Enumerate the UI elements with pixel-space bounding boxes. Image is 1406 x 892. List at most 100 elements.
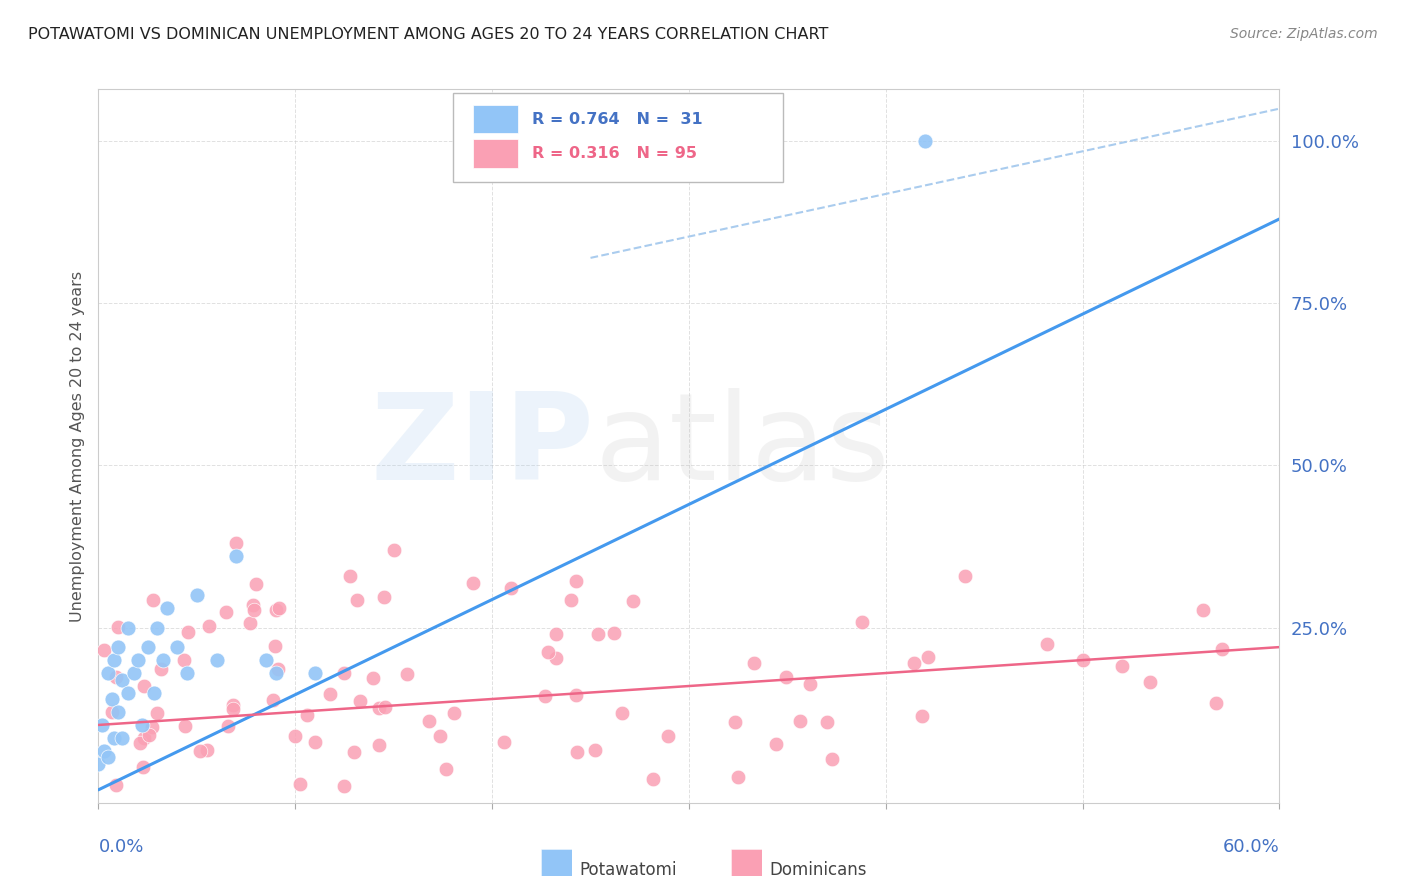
Text: 0.0%: 0.0% — [98, 838, 143, 856]
FancyBboxPatch shape — [472, 105, 517, 134]
Point — [565, 574, 588, 588]
Point — [122, 666, 145, 681]
Point — [903, 656, 925, 670]
Point — [418, 714, 440, 728]
Point — [304, 666, 326, 681]
Point — [304, 734, 326, 748]
Point — [1211, 641, 1233, 656]
Point — [742, 656, 765, 670]
Point — [284, 730, 307, 744]
Point — [583, 742, 606, 756]
Point — [93, 744, 115, 758]
Point — [537, 645, 560, 659]
Point — [1205, 696, 1227, 710]
Point — [186, 588, 208, 602]
Point — [146, 706, 169, 721]
Point — [586, 626, 609, 640]
Point — [443, 706, 465, 720]
Text: R = 0.316   N = 95: R = 0.316 N = 95 — [531, 146, 697, 161]
Point — [243, 603, 266, 617]
Text: Source: ZipAtlas.com: Source: ZipAtlas.com — [1230, 27, 1378, 41]
Text: atlas: atlas — [595, 387, 890, 505]
Point — [361, 671, 384, 685]
Point — [103, 653, 125, 667]
Point — [565, 746, 588, 760]
Point — [173, 653, 195, 667]
Point — [367, 739, 389, 753]
Point — [267, 600, 290, 615]
Point — [156, 601, 179, 615]
Point — [434, 762, 457, 776]
Point — [198, 619, 221, 633]
Y-axis label: Unemployment Among Ages 20 to 24 years: Unemployment Among Ages 20 to 24 years — [69, 270, 84, 622]
Point — [222, 702, 245, 716]
Point — [368, 701, 391, 715]
Point — [1139, 675, 1161, 690]
Point — [290, 777, 312, 791]
Point — [911, 708, 934, 723]
Text: R = 0.764   N =  31: R = 0.764 N = 31 — [531, 112, 703, 127]
Point — [343, 745, 366, 759]
Point — [103, 731, 125, 745]
Point — [262, 692, 284, 706]
Point — [131, 718, 153, 732]
Point — [623, 594, 645, 608]
Point — [533, 690, 555, 704]
Point — [1036, 637, 1059, 651]
Point — [134, 731, 156, 745]
Point — [799, 677, 821, 691]
Point — [1111, 659, 1133, 673]
Point — [373, 591, 395, 605]
Point — [492, 735, 515, 749]
Point — [97, 666, 120, 681]
Point — [775, 670, 797, 684]
Text: Dominicans: Dominicans — [769, 861, 866, 879]
Point — [789, 714, 811, 729]
Point — [461, 576, 484, 591]
Point — [641, 772, 664, 786]
Point — [215, 605, 238, 619]
Point — [107, 620, 129, 634]
Point — [267, 662, 290, 676]
Point — [141, 720, 163, 734]
Point — [150, 662, 173, 676]
Point — [374, 699, 396, 714]
Point — [953, 568, 976, 582]
Point — [104, 670, 127, 684]
Point — [101, 692, 124, 706]
Point — [117, 685, 139, 699]
FancyBboxPatch shape — [453, 93, 783, 182]
FancyBboxPatch shape — [472, 139, 517, 168]
Text: ZIP: ZIP — [371, 387, 595, 505]
Point — [142, 593, 165, 607]
Point — [333, 666, 356, 681]
Point — [97, 750, 120, 764]
Point — [499, 581, 522, 595]
Point — [821, 752, 844, 766]
Point — [349, 694, 371, 708]
Point — [544, 651, 567, 665]
Point — [117, 621, 139, 635]
Text: 60.0%: 60.0% — [1223, 838, 1279, 856]
Point — [131, 760, 153, 774]
Point — [239, 615, 262, 630]
Point — [560, 593, 582, 607]
Point — [87, 756, 110, 771]
Point — [724, 714, 747, 729]
Point — [166, 640, 188, 654]
Point — [217, 719, 239, 733]
Text: Potawatomi: Potawatomi — [579, 861, 676, 879]
Point — [429, 729, 451, 743]
Point — [245, 576, 267, 591]
Text: POTAWATOMI VS DOMINICAN UNEMPLOYMENT AMONG AGES 20 TO 24 YEARS CORRELATION CHART: POTAWATOMI VS DOMINICAN UNEMPLOYMENT AMO… — [28, 27, 828, 42]
Point — [177, 624, 200, 639]
Point — [851, 615, 873, 629]
Point — [242, 598, 264, 612]
Point — [1192, 603, 1215, 617]
Point — [339, 569, 361, 583]
Point — [111, 673, 134, 687]
Point — [128, 736, 150, 750]
Point — [152, 653, 174, 667]
Point — [142, 685, 165, 699]
Point — [657, 729, 679, 743]
